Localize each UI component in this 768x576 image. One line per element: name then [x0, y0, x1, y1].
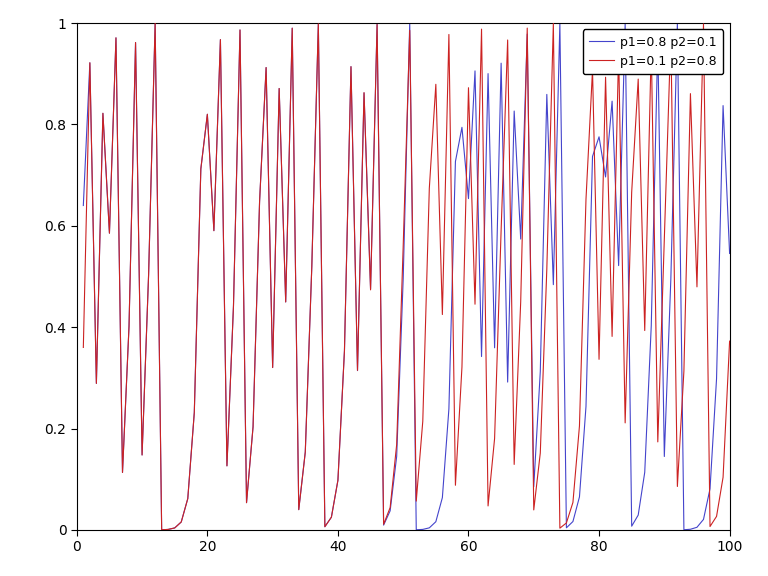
p1=0.8 p2=0.1: [242, 499, 251, 506]
p1=0.1 p2=0.8: [79, 344, 88, 351]
p1=0.1 p2=0.8: [725, 338, 734, 344]
Line: p1=0.8 p2=0.1: p1=0.8 p2=0.1: [84, 23, 730, 530]
p1=0.8 p2=0.1: [79, 202, 88, 209]
p1=0.8 p2=0.1: [216, 36, 225, 43]
p1=0.8 p2=0.1: [686, 526, 695, 533]
p1=0.8 p2=0.1: [157, 526, 166, 533]
p1=0.8 p2=0.1: [151, 20, 160, 26]
p1=0.8 p2=0.1: [477, 353, 486, 360]
p1=0.1 p2=0.8: [706, 523, 715, 530]
Legend: p1=0.8 p2=0.1, p1=0.1 p2=0.8: p1=0.8 p2=0.1, p1=0.1 p2=0.8: [583, 29, 723, 74]
p1=0.8 p2=0.1: [425, 524, 434, 531]
p1=0.8 p2=0.1: [725, 250, 734, 257]
p1=0.1 p2=0.8: [477, 26, 486, 33]
p1=0.1 p2=0.8: [157, 526, 166, 533]
p1=0.1 p2=0.8: [151, 20, 160, 26]
p1=0.1 p2=0.8: [242, 499, 251, 506]
Line: p1=0.1 p2=0.8: p1=0.1 p2=0.8: [84, 23, 730, 530]
p1=0.1 p2=0.8: [686, 90, 695, 97]
p1=0.1 p2=0.8: [425, 185, 434, 192]
p1=0.1 p2=0.8: [216, 36, 225, 43]
p1=0.8 p2=0.1: [706, 486, 715, 492]
